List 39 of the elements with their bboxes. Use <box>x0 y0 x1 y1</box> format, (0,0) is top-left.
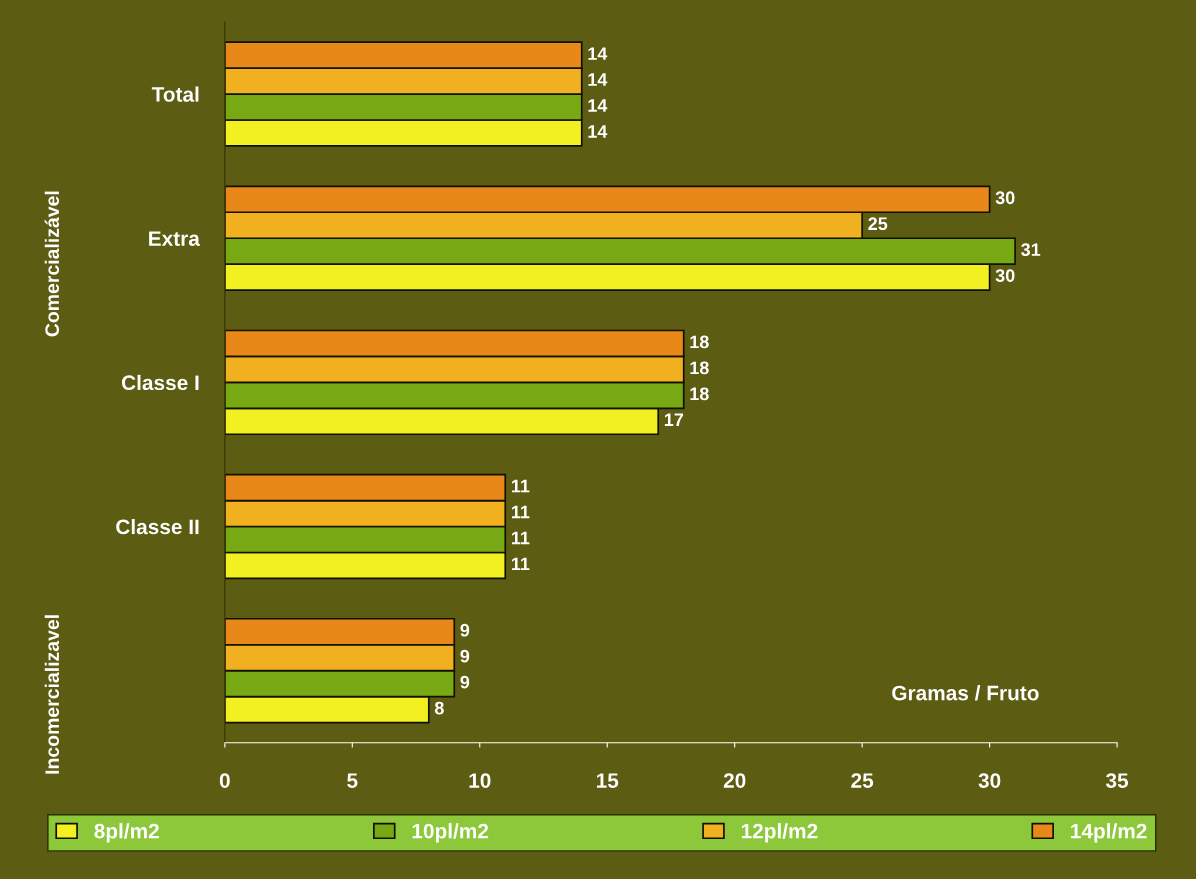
data-label: 30 <box>995 269 1015 282</box>
x-tick-label: 0 <box>219 773 230 788</box>
legend-label: 12pl/m2 <box>741 823 818 843</box>
text: Incomercializavel <box>44 615 60 774</box>
x-tick-label: 35 <box>1105 773 1129 788</box>
data-label: 9 <box>460 623 470 637</box>
data-label: 11 <box>511 557 530 571</box>
data-label: 18 <box>690 361 709 375</box>
data-label: 25 <box>868 217 888 231</box>
data-label: 17 <box>664 413 684 426</box>
x-tick-label: 20 <box>723 773 746 788</box>
x-tick-label: 15 <box>596 773 619 788</box>
x-tick-label: 10 <box>469 773 491 788</box>
data-label: 14 <box>588 47 608 60</box>
data-label: 9 <box>460 675 470 689</box>
data-label: 11 <box>511 505 530 519</box>
x-tick-label: 30 <box>978 773 1001 788</box>
x-axis-title: Gramas / Fruto <box>892 685 1039 701</box>
data-label: 8 <box>434 701 444 715</box>
data-label: 31 <box>1021 243 1041 257</box>
data-label: 14 <box>588 125 608 138</box>
legend-label: 14pl/m2 <box>1071 823 1147 843</box>
text: Comercializável <box>44 191 60 337</box>
data-label: 18 <box>690 387 709 401</box>
x-tick-label: 5 <box>347 773 358 788</box>
legend-label: 8pl/m2 <box>94 823 159 843</box>
data-label: 11 <box>511 479 530 493</box>
y-tick-label: Classe II <box>116 518 199 535</box>
x-tick-label: 25 <box>851 773 874 788</box>
data-label: 30 <box>995 191 1015 205</box>
y-tick-label: Classe I <box>121 374 199 391</box>
y-tick-label: Total <box>151 86 199 102</box>
legend-label: 10pl/m2 <box>412 823 489 843</box>
data-label: 11 <box>511 531 530 545</box>
y-tick-label: Extra <box>149 231 200 246</box>
data-label: 18 <box>690 335 709 349</box>
data-label: 14 <box>588 73 608 86</box>
data-label: 14 <box>588 99 608 112</box>
data-label: 9 <box>460 649 470 663</box>
